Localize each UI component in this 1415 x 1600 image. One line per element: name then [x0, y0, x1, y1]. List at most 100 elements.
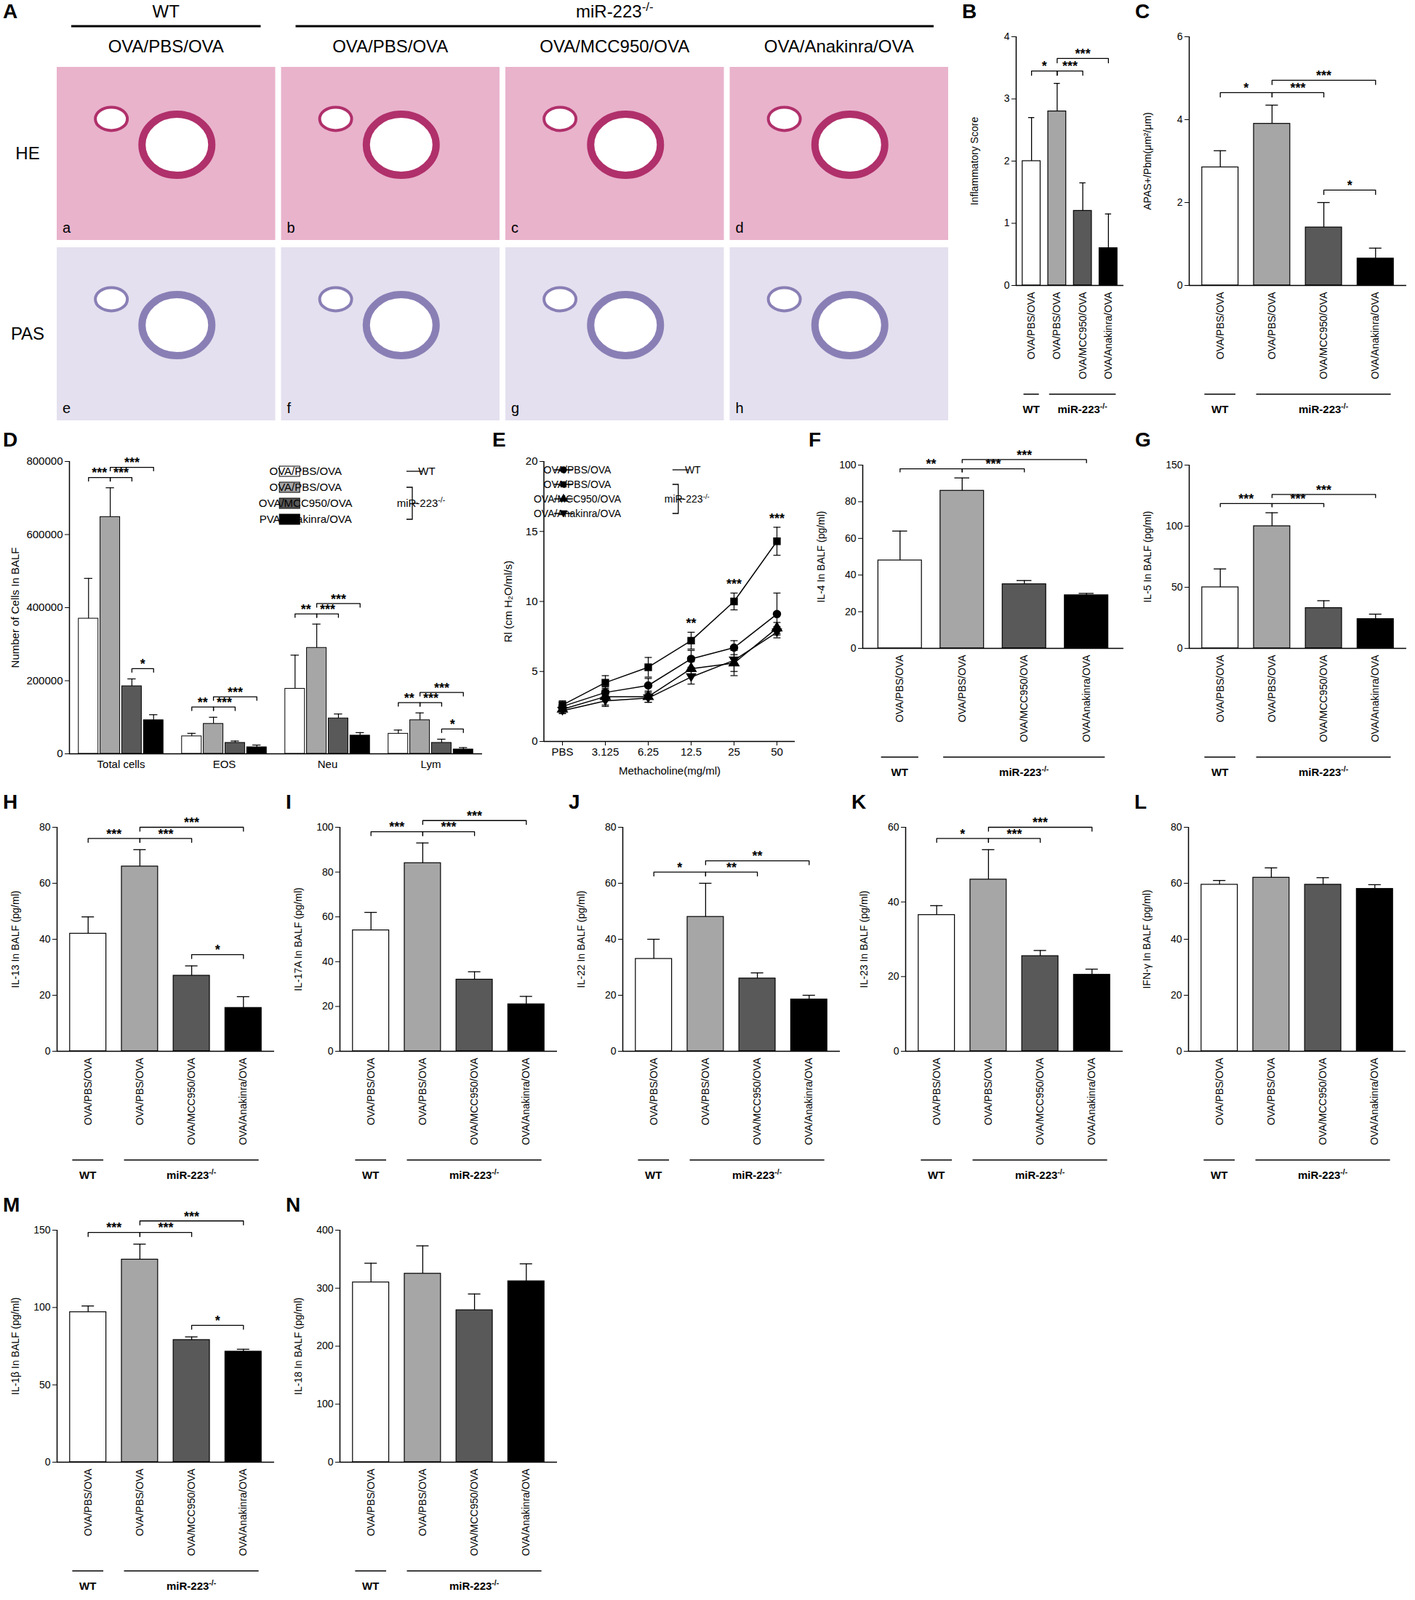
svg-text:miR-223-/-: miR-223-/-: [449, 1167, 500, 1181]
svg-text:150: 150: [33, 1223, 51, 1236]
svg-text:OVA/Anakinra/OVA: OVA/Anakinra/OVA: [533, 507, 622, 520]
svg-text:miR-223-/-: miR-223-/-: [664, 492, 710, 506]
svg-text:OVA/PBS/OVA: OVA/PBS/OVA: [1265, 1057, 1277, 1126]
svg-text:APAS+/Pbm(μm²/μm): APAS+/Pbm(μm²/μm): [1141, 111, 1154, 211]
svg-text:*: *: [676, 860, 683, 875]
svg-text:OVA/Anakinra/OVA: OVA/Anakinra/OVA: [1102, 291, 1114, 380]
svg-text:3.125: 3.125: [591, 745, 620, 758]
svg-text:Neu: Neu: [317, 757, 339, 771]
svg-text:IL-17A In BALF (pg/ml): IL-17A In BALF (pg/ml): [292, 887, 304, 991]
svg-text:40: 40: [322, 955, 334, 968]
svg-text:Lym: Lym: [421, 757, 442, 771]
svg-text:a: a: [62, 219, 72, 236]
svg-text:0: 0: [327, 1044, 334, 1057]
svg-text:0: 0: [45, 1455, 51, 1468]
svg-text:WT: WT: [684, 463, 701, 476]
svg-text:***: ***: [434, 680, 450, 696]
svg-text:***: ***: [985, 456, 1001, 472]
svg-text:OVA/Anakinra/OVA: OVA/Anakinra/OVA: [1085, 1057, 1098, 1146]
svg-text:*: *: [1041, 58, 1048, 74]
svg-text:20: 20: [844, 605, 857, 618]
svg-text:OVA/Anakinra/OVA: OVA/Anakinra/OVA: [519, 1057, 532, 1146]
svg-text:OVA/PBS/OVA: OVA/PBS/OVA: [1265, 654, 1278, 723]
svg-text:OVA/PBS/OVA: OVA/PBS/OVA: [365, 1057, 377, 1126]
svg-text:miR-223-/-: miR-223-/-: [166, 1577, 217, 1592]
svg-text:Inflammatory Score: Inflammatory Score: [968, 117, 981, 206]
svg-text:40: 40: [39, 932, 51, 945]
svg-text:***: ***: [389, 819, 405, 835]
svg-text:OVA/MCC950/OVA: OVA/MCC950/OVA: [751, 1057, 763, 1146]
svg-text:4: 4: [1004, 30, 1010, 43]
svg-text:IFN-γ In BALF (pg/ml): IFN-γ In BALF (pg/ml): [1140, 889, 1153, 989]
svg-text:***: ***: [157, 826, 174, 842]
svg-text:***: ***: [1316, 482, 1332, 498]
svg-text:OVA/MCC950/OVA: OVA/MCC950/OVA: [185, 1468, 198, 1557]
svg-text:OVA/PBS/OVA: OVA/PBS/OVA: [956, 654, 968, 723]
svg-text:80: 80: [844, 495, 857, 507]
svg-text:***: ***: [124, 455, 140, 470]
svg-text:HE: HE: [15, 143, 40, 163]
svg-text:WT: WT: [644, 1168, 662, 1181]
svg-text:0: 0: [327, 1455, 334, 1468]
svg-text:0: 0: [531, 734, 538, 747]
svg-text:miR-223-/-: miR-223-/-: [1297, 1167, 1349, 1181]
svg-text:***: ***: [440, 819, 456, 835]
svg-text:OVA/Anakinra/OVA: OVA/Anakinra/OVA: [1368, 1057, 1381, 1146]
svg-text:OVA/PBS/OVA: OVA/PBS/OVA: [269, 464, 342, 477]
svg-text:15: 15: [525, 524, 539, 538]
svg-text:800000: 800000: [26, 454, 63, 467]
svg-text:WT: WT: [79, 1579, 96, 1592]
svg-text:60: 60: [39, 876, 51, 889]
svg-text:*: *: [215, 942, 221, 957]
svg-text:*: *: [215, 1313, 221, 1328]
svg-text:6: 6: [1177, 30, 1184, 43]
svg-text:***: ***: [183, 1209, 200, 1224]
svg-text:OVA/MCC950/OVA: OVA/MCC950/OVA: [1316, 1057, 1329, 1146]
svg-text:60: 60: [1170, 876, 1183, 889]
svg-text:miR-223-/-: miR-223-/-: [449, 1577, 500, 1592]
svg-text:OVA/PBS/OVA: OVA/PBS/OVA: [1214, 654, 1226, 723]
svg-text:miR-223-/-: miR-223-/-: [397, 495, 446, 509]
svg-text:OVA/PBS/OVA: OVA/PBS/OVA: [543, 478, 613, 491]
svg-text:***: ***: [1075, 46, 1091, 62]
svg-text:**: **: [404, 690, 415, 706]
svg-text:***: ***: [1289, 491, 1306, 507]
svg-text:WT: WT: [1211, 402, 1229, 416]
svg-text:40: 40: [1170, 932, 1183, 945]
svg-text:OVA/MCC950/OVA: OVA/MCC950/OVA: [1317, 654, 1330, 743]
svg-text:OVA/MCC950/OVA: OVA/MCC950/OVA: [539, 36, 690, 56]
svg-text:*: *: [959, 826, 965, 842]
svg-text:***: ***: [330, 591, 347, 607]
svg-text:WT: WT: [1210, 1168, 1228, 1181]
svg-text:3: 3: [1004, 92, 1010, 104]
svg-text:***: ***: [1016, 447, 1032, 463]
svg-text:***: ***: [726, 576, 742, 592]
svg-text:*: *: [1243, 80, 1249, 96]
svg-text:***: ***: [1062, 58, 1078, 74]
svg-text:*: *: [1347, 178, 1353, 193]
svg-text:OVA/PBS/OVA: OVA/PBS/OVA: [1025, 291, 1037, 360]
svg-text:***: ***: [1238, 491, 1254, 507]
svg-text:PVA/Anakinra/OVA: PVA/Anakinra/OVA: [259, 512, 352, 525]
svg-text:0: 0: [56, 746, 63, 760]
svg-text:12.5: 12.5: [680, 745, 702, 758]
svg-text:**: **: [752, 848, 763, 864]
svg-text:IL-18 In BALF (pg/ml): IL-18 In BALF (pg/ml): [292, 1297, 304, 1395]
svg-text:OVA/PBS/OVA: OVA/PBS/OVA: [82, 1057, 94, 1126]
svg-text:4: 4: [1177, 113, 1184, 126]
svg-text:c: c: [511, 219, 519, 236]
svg-text:40: 40: [844, 568, 857, 581]
svg-text:0: 0: [1177, 279, 1184, 291]
svg-text:OVA/MCC950/OVA: OVA/MCC950/OVA: [1017, 654, 1030, 743]
svg-text:0: 0: [1004, 279, 1010, 291]
svg-text:100: 100: [316, 1397, 334, 1410]
svg-text:OVA/PBS/OVA: OVA/PBS/OVA: [930, 1057, 943, 1126]
svg-text:IL-22 In BALF (pg/ml): IL-22 In BALF (pg/ml): [575, 890, 587, 989]
svg-text:OVA/PBS/OVA: OVA/PBS/OVA: [133, 1468, 146, 1537]
svg-text:miR-223-/-: miR-223-/-: [732, 1167, 783, 1181]
svg-text:Methacholine(mg/ml): Methacholine(mg/ml): [618, 764, 721, 777]
svg-text:20: 20: [525, 454, 539, 467]
svg-text:OVA/MCC950/OVA: OVA/MCC950/OVA: [1317, 291, 1330, 380]
svg-text:300: 300: [316, 1281, 334, 1294]
svg-text:OVA/MCC950/OVA: OVA/MCC950/OVA: [533, 492, 622, 505]
